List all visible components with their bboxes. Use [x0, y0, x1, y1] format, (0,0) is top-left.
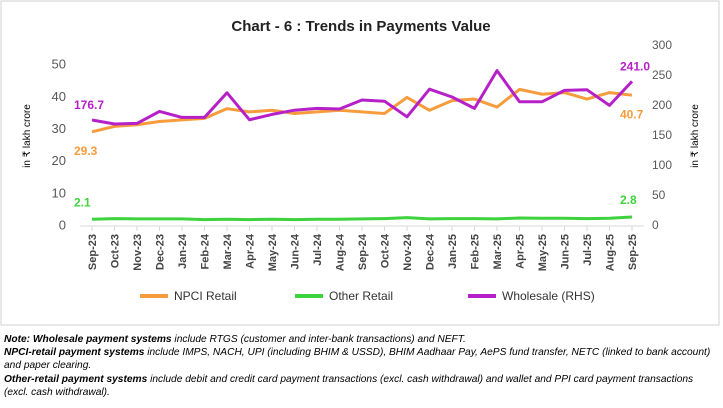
note-text: include RTGS (customer and inter-bank tr…: [171, 334, 466, 345]
x-tick-label: Oct-23: [110, 234, 122, 268]
legend-label: Other Retail: [329, 289, 393, 303]
x-tick-label: Mar-25: [492, 234, 504, 269]
note-text: include debit and credit card payment tr…: [4, 373, 694, 398]
note: NPCI-retail payment systems include IMPS…: [4, 346, 720, 372]
x-tick-label: Sep-23: [87, 234, 99, 270]
x-tick-label: Nov-23: [132, 234, 144, 271]
data-label: 29.3: [74, 144, 98, 158]
chart-title: Chart - 6 : Trends in Payments Value: [231, 18, 490, 35]
series-line: [91, 215, 633, 222]
y2-tick-label: 200: [652, 98, 672, 112]
y2-tick-label: 50: [652, 188, 666, 202]
note: Other-retail payment systems include deb…: [4, 373, 720, 399]
y2-tick-label: 250: [652, 68, 672, 82]
x-tick-label: Jul-24: [312, 233, 324, 266]
x-tick-label: Jun-25: [560, 234, 572, 269]
y-tick-label: 0: [59, 217, 66, 232]
x-tick-label: Jun-24: [290, 233, 302, 269]
x-tick-label: Apr-24: [245, 233, 257, 269]
y2-tick-label: 300: [652, 38, 672, 52]
legend-label: NPCI Retail: [174, 289, 237, 303]
series-line: [91, 69, 634, 126]
note: Note: Wholesale payment systems include …: [4, 333, 720, 346]
note-label: NPCI-retail payment systems: [4, 347, 145, 359]
x-tick-label: Feb-25: [470, 234, 482, 269]
x-tick-label: Mar-24: [222, 233, 234, 269]
x-tick-label: Apr-25: [515, 234, 527, 269]
x-tick-label: Nov-24: [402, 233, 414, 271]
y-tick-label: 40: [52, 89, 66, 104]
y-tick-label: 50: [52, 57, 66, 72]
y-tick-label: 20: [52, 153, 66, 168]
y2-tick-label: 0: [652, 218, 659, 232]
series-line: [91, 87, 633, 134]
note-label: Note: Wholesale payment systems: [4, 334, 172, 345]
x-tick-label: Sep-24: [357, 233, 369, 270]
x-tick-label: Dec-23: [155, 234, 167, 270]
x-tick-label: Jul-25: [582, 234, 594, 266]
x-tick-label: Oct-24: [380, 233, 392, 268]
note-label: Other-retail payment systems: [4, 373, 148, 385]
x-tick-label: Jan-24: [177, 233, 189, 269]
data-label: 2.1: [74, 195, 91, 209]
y2-axis-label: in ₹ lakh crore: [690, 104, 701, 168]
x-tick-label: May-24: [267, 233, 279, 271]
data-label: 2.8: [620, 193, 637, 207]
legend-label: Wholesale (RHS): [502, 289, 595, 303]
x-tick-label: Aug-24: [335, 233, 347, 271]
chart: Chart - 6 : Trends in Payments Value in …: [0, 0, 720, 326]
x-tick-label: Dec-24: [425, 233, 437, 270]
chart-border: [0, 0, 720, 326]
y-tick-label: 30: [52, 121, 66, 136]
y-tick-label: 10: [52, 185, 66, 200]
x-tick-label: May-25: [537, 234, 549, 271]
x-tick-label: Feb-24: [200, 233, 212, 269]
y2-tick-label: 150: [652, 128, 672, 142]
notes: Note: Wholesale payment systems include …: [4, 333, 720, 399]
data-label: 40.7: [620, 107, 644, 121]
y-axis-label: in ₹ lakh crore: [22, 104, 33, 168]
x-tick-label: Sep-25: [627, 234, 639, 270]
data-label: 176.7: [74, 98, 104, 112]
x-tick-label: Aug-25: [605, 234, 617, 271]
data-label: 241.0: [620, 60, 650, 74]
x-tick-label: Jan-25: [447, 234, 459, 269]
note-text: include IMPS, NACH, UPI (including BHIM …: [4, 347, 711, 372]
y2-tick-label: 100: [652, 158, 672, 172]
